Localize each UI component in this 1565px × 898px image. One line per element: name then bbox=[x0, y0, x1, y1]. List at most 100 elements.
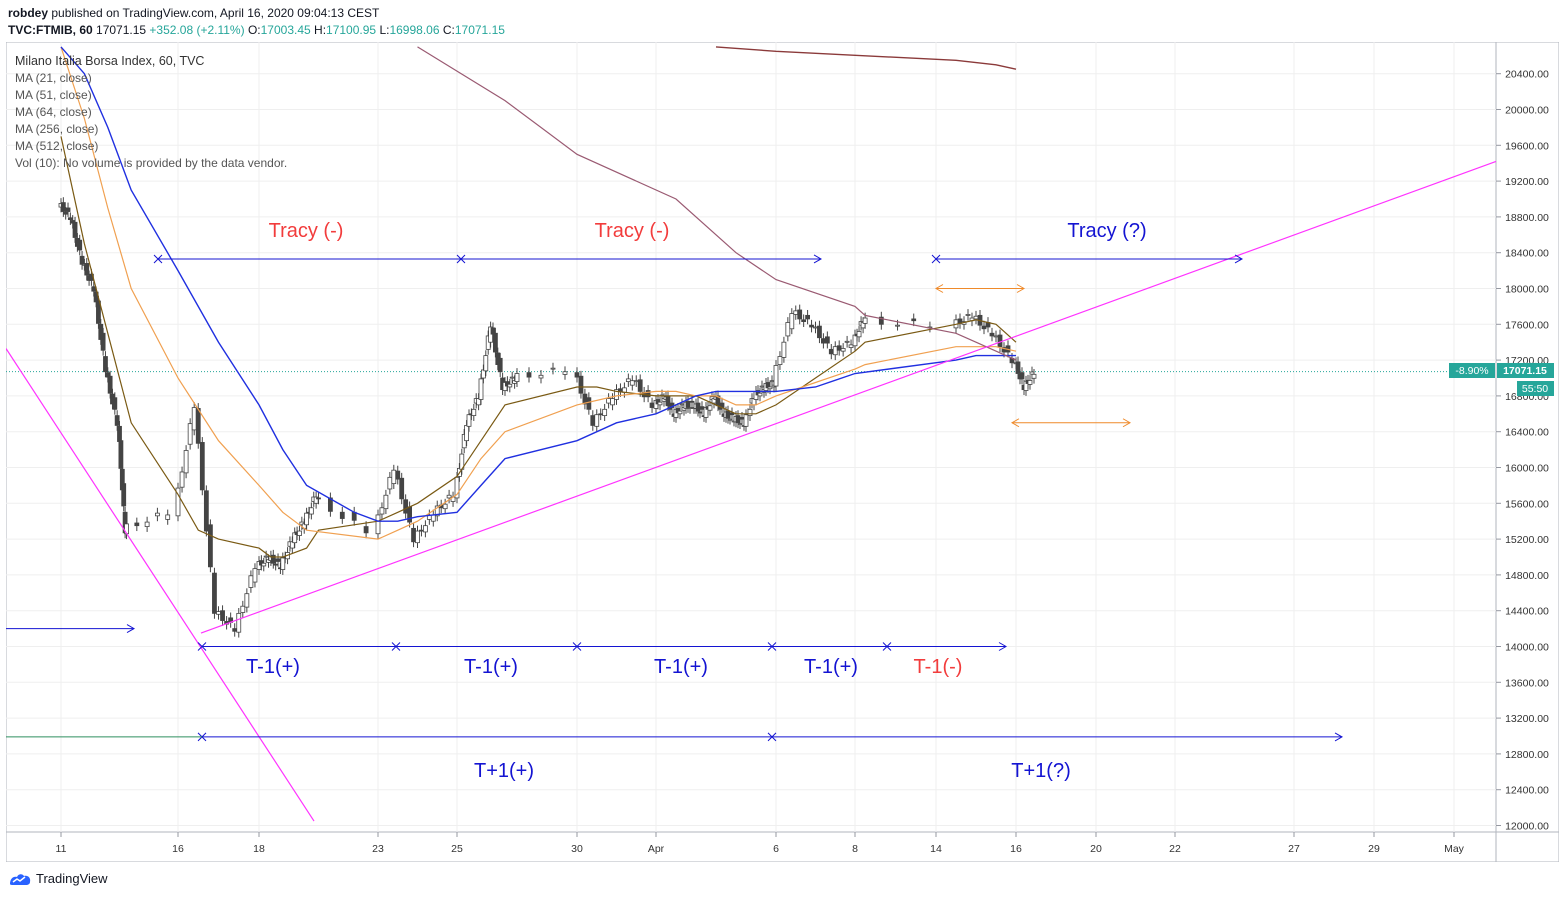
candle-down bbox=[403, 499, 409, 514]
trendlines bbox=[6, 160, 1497, 822]
x-tick-label: 11 bbox=[56, 843, 67, 855]
candle-down bbox=[911, 318, 917, 322]
candle-down bbox=[77, 239, 83, 251]
candle-up bbox=[165, 514, 171, 520]
y-tick-label: 14400.00 bbox=[1505, 606, 1549, 618]
tradingview-logo-icon bbox=[10, 873, 31, 885]
candle-down bbox=[809, 324, 814, 328]
candle-down bbox=[112, 397, 118, 410]
candle-down bbox=[598, 413, 604, 416]
candle-up bbox=[844, 340, 850, 343]
low-label: L: bbox=[379, 23, 390, 37]
candle-down bbox=[79, 255, 85, 265]
candle-up bbox=[415, 530, 420, 544]
t-1-arrow-marker bbox=[197, 642, 207, 651]
x-tick-label: 18 bbox=[253, 843, 265, 855]
candle-up bbox=[769, 380, 775, 383]
legend-title: Milano Italia Borsa Index, 60, TVC bbox=[15, 54, 204, 68]
candle-down bbox=[649, 402, 655, 408]
resistance-trendline bbox=[6, 348, 315, 822]
candle-up bbox=[183, 450, 189, 474]
candle-up bbox=[383, 494, 389, 510]
legend-item[interactable]: MA (512, close) bbox=[15, 139, 98, 153]
footer-brand[interactable]: TradingView bbox=[8, 871, 108, 886]
x-tick-label: 14 bbox=[930, 843, 942, 855]
candle-up bbox=[175, 487, 181, 517]
y-tick-label: 12800.00 bbox=[1505, 749, 1549, 761]
legend-item[interactable]: MA (21, close) bbox=[15, 71, 92, 85]
candle-down bbox=[492, 332, 498, 353]
candle-down bbox=[989, 332, 995, 337]
candle-down bbox=[103, 356, 108, 373]
publish-text: published on TradingView.com, April 16, … bbox=[51, 6, 380, 20]
candle-down bbox=[590, 415, 596, 426]
candle-down bbox=[1019, 372, 1025, 380]
price-change: +352.08 (+2.11%) bbox=[149, 23, 245, 37]
candle-down bbox=[645, 390, 651, 398]
candle-down bbox=[316, 497, 321, 500]
candle-up bbox=[727, 418, 733, 421]
candle-up bbox=[442, 503, 448, 510]
candle-up bbox=[773, 365, 779, 387]
ma-line-5 bbox=[715, 46, 1017, 70]
candle-up bbox=[471, 408, 477, 416]
candle-up bbox=[261, 562, 267, 567]
candle-down bbox=[232, 628, 238, 632]
candle-down bbox=[121, 483, 127, 507]
orange-arrow-bottom-head bbox=[1122, 418, 1132, 428]
candle-up bbox=[514, 373, 520, 382]
candle-up bbox=[594, 414, 600, 427]
candle-up bbox=[280, 557, 286, 570]
open-value: 17003.45 bbox=[260, 23, 311, 37]
price-chart[interactable]: 12000.00 12400.00 12800.00 13200.00 13600.00… bbox=[6, 42, 1559, 862]
candle-down bbox=[1015, 361, 1021, 374]
support-trendline bbox=[200, 160, 1497, 634]
candle-down bbox=[824, 336, 830, 344]
candle-up bbox=[679, 403, 685, 406]
ma-line-4 bbox=[417, 46, 1017, 361]
candle-up bbox=[244, 593, 250, 608]
y-tick-label: 13600.00 bbox=[1505, 677, 1549, 689]
candle-down bbox=[689, 400, 695, 403]
candle-up bbox=[965, 314, 971, 316]
candle-up bbox=[862, 317, 868, 324]
y-tick-label: 16400.00 bbox=[1505, 427, 1549, 439]
y-tick-label: 18000.00 bbox=[1505, 284, 1549, 296]
t-1-arrow-marker bbox=[882, 642, 892, 651]
candle-up bbox=[252, 568, 258, 583]
legend: Milano Italia Borsa Index, 60, TVC MA (2… bbox=[15, 54, 287, 170]
label-t-plus-1-plus: T+1(+) bbox=[474, 760, 534, 782]
candle-up bbox=[625, 378, 631, 382]
candle-up bbox=[240, 605, 246, 613]
grid bbox=[6, 42, 1496, 832]
candle-down bbox=[203, 490, 209, 532]
candle-up bbox=[777, 356, 783, 365]
candle-up bbox=[759, 385, 765, 388]
legend-item[interactable]: MA (256, close) bbox=[15, 122, 98, 136]
candle-down bbox=[273, 563, 279, 566]
legend-item[interactable]: MA (64, close) bbox=[15, 105, 92, 119]
footer-brand-text: TradingView bbox=[36, 871, 108, 886]
last-price: 17071.15 bbox=[96, 23, 147, 37]
x-tick-label: 22 bbox=[1169, 843, 1181, 855]
candle-up bbox=[856, 331, 862, 338]
candle-down bbox=[526, 372, 532, 378]
legend-item[interactable]: Vol (10): No volume is provided by the d… bbox=[15, 156, 287, 170]
candle-down bbox=[817, 325, 822, 339]
candle-up bbox=[248, 575, 254, 588]
candle-down bbox=[586, 397, 592, 410]
candle-down bbox=[207, 524, 213, 568]
candle-up bbox=[297, 530, 302, 536]
last-price-badge-bg bbox=[1497, 363, 1554, 378]
label-tracy-question: Tracy (?) bbox=[1067, 220, 1146, 242]
legend-item[interactable]: MA (51, close) bbox=[15, 88, 92, 102]
x-tick-label: Apr bbox=[648, 843, 665, 855]
candle-down bbox=[419, 529, 424, 532]
candle-up bbox=[550, 367, 556, 370]
y-tick-label: 12000.00 bbox=[1505, 821, 1549, 833]
y-tick-label: 20400.00 bbox=[1505, 69, 1549, 81]
candle-up bbox=[478, 378, 484, 400]
candle-up bbox=[464, 425, 470, 442]
orange-arrow-top-head bbox=[1016, 284, 1026, 293]
candle-up bbox=[155, 512, 160, 517]
